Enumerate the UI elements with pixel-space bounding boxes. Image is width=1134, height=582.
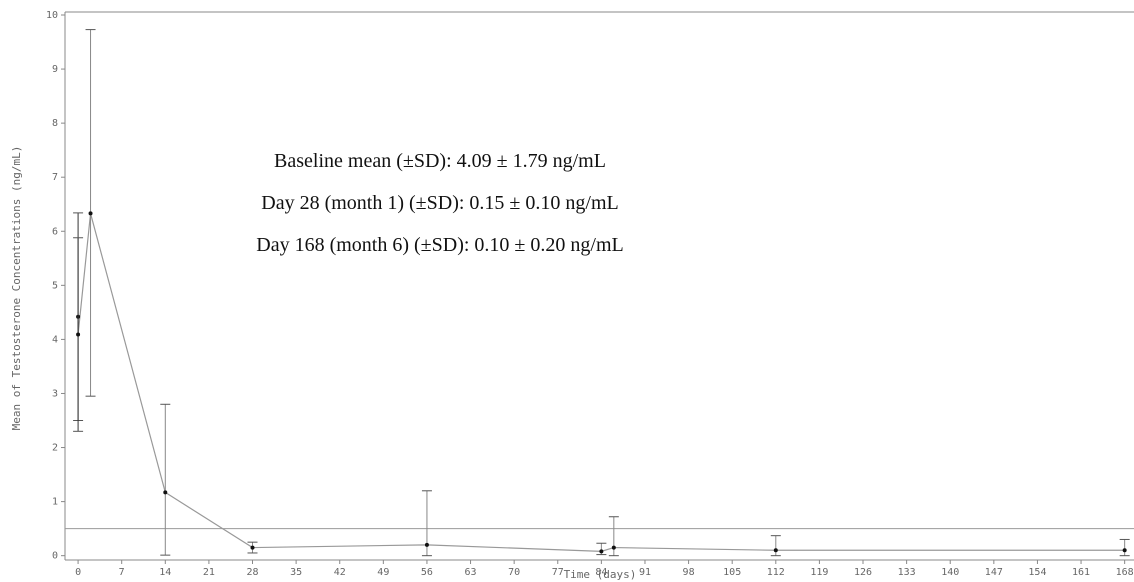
x-tick-label: 14 — [159, 567, 171, 578]
y-axis-label: Mean of Testosterone Concentrations (ng/… — [10, 146, 23, 431]
x-tick-label: 7 — [119, 567, 125, 578]
x-tick-label: 126 — [854, 567, 872, 578]
x-tick-label: 98 — [683, 567, 695, 578]
annotation: Baseline mean (±SD): 4.09 ± 1.79 ng/mL — [274, 150, 606, 172]
x-tick-label: 105 — [723, 567, 741, 578]
y-tick-label: 4 — [52, 334, 58, 345]
x-tick-label: 35 — [290, 567, 302, 578]
series-line — [77, 213, 1125, 552]
y-tick-label: 10 — [46, 10, 58, 21]
x-tick-label: 119 — [810, 567, 828, 578]
x-tick-label: 147 — [985, 567, 1003, 578]
x-tick-label: 140 — [941, 567, 959, 578]
y-tick-label: 9 — [52, 64, 58, 75]
x-tick-label: 91 — [639, 567, 651, 578]
data-point — [163, 490, 168, 495]
data-point — [611, 545, 616, 550]
x-tick-label: 28 — [246, 567, 258, 578]
data-point — [599, 549, 604, 554]
x-axis-label: Time (days) — [564, 568, 637, 581]
y-tick-label: 6 — [52, 226, 58, 237]
y-tick-label: 7 — [52, 172, 58, 183]
x-tick-label: 133 — [898, 567, 916, 578]
annotation: Day 28 (month 1) (±SD): 0.15 ± 0.10 ng/m… — [261, 192, 618, 214]
x-tick-label: 0 — [75, 567, 81, 578]
y-tick-label: 1 — [52, 497, 58, 508]
data-point — [88, 211, 93, 216]
y-tick-label: 2 — [52, 443, 58, 454]
x-tick-label: 168 — [1116, 567, 1134, 578]
y-tick-label: 8 — [52, 118, 58, 129]
x-tick-label: 56 — [421, 567, 433, 578]
x-tick-label: 70 — [508, 567, 520, 578]
x-tick-label: 42 — [334, 567, 346, 578]
x-tick-label: 84 — [595, 567, 607, 578]
data-point — [424, 542, 429, 547]
data-point — [250, 545, 255, 550]
x-tick-label: 49 — [377, 567, 389, 578]
y-tick-label: 0 — [52, 551, 58, 562]
x-tick-label: 161 — [1072, 567, 1090, 578]
data-point — [1122, 548, 1127, 553]
data-point — [773, 548, 778, 553]
y-tick-label: 3 — [52, 388, 58, 399]
x-tick-label: 154 — [1028, 567, 1046, 578]
x-tick-label: 63 — [465, 567, 477, 578]
x-tick-label: 77 — [552, 567, 564, 578]
y-tick-label: 5 — [52, 280, 58, 291]
annotation: Day 168 (month 6) (±SD): 0.10 ± 0.20 ng/… — [256, 234, 623, 256]
x-tick-label: 21 — [203, 567, 215, 578]
data-point — [76, 332, 81, 337]
x-tick-label: 112 — [767, 567, 785, 578]
